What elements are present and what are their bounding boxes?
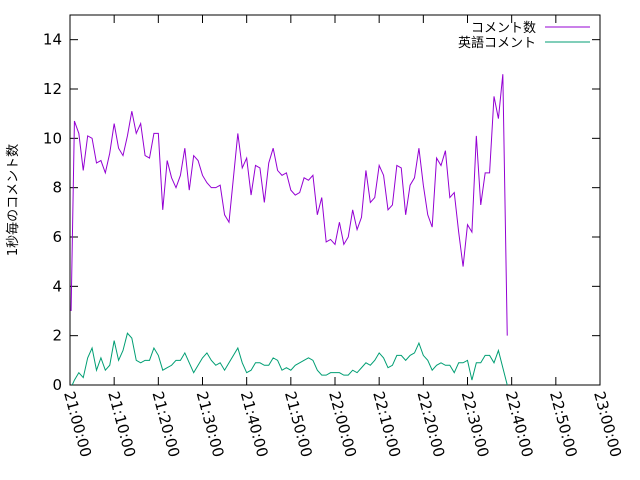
x-tick-label: 21:10:00 — [104, 389, 139, 459]
x-tick-label: 21:50:00 — [281, 389, 316, 459]
x-tick-label: 21:00:00 — [60, 389, 95, 459]
x-tick-label: 22:40:00 — [502, 389, 537, 459]
y-tick-label: 6 — [52, 228, 62, 246]
y-tick-label: 12 — [43, 80, 62, 98]
legend-label-1: 英語コメント — [458, 35, 536, 51]
plot-frame — [69, 14, 601, 386]
y-tick-label: 10 — [43, 129, 62, 147]
x-tick-label: 23:00:00 — [590, 389, 625, 459]
series-line-1 — [71, 332, 508, 386]
y-tick-label: 2 — [52, 327, 62, 345]
x-tick-label: 22:20:00 — [413, 389, 448, 459]
x-tick-label: 21:20:00 — [148, 389, 183, 459]
y-tick-label: 0 — [52, 376, 62, 394]
x-tick-label: 21:30:00 — [193, 389, 228, 459]
y-axis-label: 1秒毎のコメント数 — [5, 144, 21, 256]
x-tick-label: 22:10:00 — [369, 389, 404, 459]
x-tick-label: 21:40:00 — [237, 389, 272, 459]
x-tick-label: 22:00:00 — [325, 389, 360, 459]
x-tick-label: 22:30:00 — [458, 389, 493, 459]
y-tick-label: 8 — [52, 179, 62, 197]
x-tick-label: 22:50:00 — [546, 389, 581, 459]
y-tick-label: 14 — [43, 31, 62, 49]
series-layer — [70, 74, 508, 386]
y-axis: 0 2 4 6 8 10 12 14 — [43, 31, 600, 394]
legend-label-0: コメント数 — [471, 21, 536, 36]
y-tick-label: 4 — [52, 277, 62, 295]
series-line-0 — [70, 74, 508, 336]
